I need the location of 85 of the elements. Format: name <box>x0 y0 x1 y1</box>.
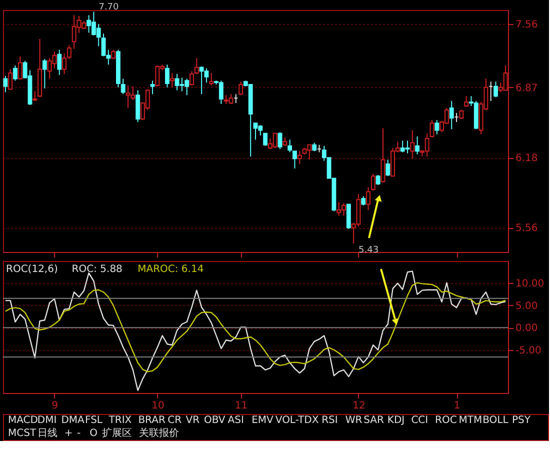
text: 扩展区 <box>102 427 132 439</box>
candlestick <box>190 70 194 86</box>
candlestick <box>380 128 386 184</box>
x-tick-label: 9 <box>52 400 58 412</box>
candlestick <box>464 96 469 108</box>
candlestick <box>361 196 366 206</box>
y-tick-label: 6.18 <box>516 153 538 164</box>
text: EMV <box>252 415 274 426</box>
text: PSY <box>512 415 532 426</box>
text: VR <box>186 415 200 426</box>
text: OBV <box>204 415 226 426</box>
text: MAROC: 6.14 <box>138 264 204 275</box>
candlestick <box>18 56 22 80</box>
candlestick <box>13 65 18 82</box>
text: - <box>77 428 81 439</box>
text: BOLL <box>482 415 509 426</box>
text: ASI <box>228 415 244 426</box>
line-series <box>4 282 506 372</box>
candlestick <box>209 72 214 86</box>
candlestick <box>366 186 370 211</box>
series-label: ROC: 5.88 <box>72 264 122 275</box>
text: MCST <box>8 428 37 439</box>
candlestick <box>386 159 390 177</box>
x-tick-label: 1 <box>454 400 460 412</box>
y-tick-label: 5.00 <box>516 300 538 312</box>
candlestick <box>120 78 126 95</box>
candlestick <box>288 139 292 153</box>
text: DMI <box>37 415 57 426</box>
chart-title: ROC(12,6) <box>6 264 58 275</box>
text: BRAR <box>138 415 166 426</box>
text: MACD <box>8 415 38 426</box>
y-tick-label: 0.00 <box>516 323 538 334</box>
candlestick <box>8 68 13 90</box>
candlestick <box>42 58 47 89</box>
y-tick-label: 5.56 <box>516 223 538 234</box>
candlestick <box>459 109 464 120</box>
candlestick <box>297 150 302 165</box>
candlestick <box>494 81 498 98</box>
candlestick <box>194 58 199 74</box>
text: FSL <box>85 415 103 426</box>
text: MTM <box>458 415 482 426</box>
candlestick <box>292 150 297 169</box>
text: VOL-TDX <box>275 415 319 426</box>
text: WR <box>345 415 362 426</box>
text: RSI <box>322 415 338 426</box>
annotation: 7.70 <box>98 2 120 13</box>
text: 关联报价 <box>139 427 180 439</box>
text: + <box>64 428 73 439</box>
x-tick-label: 10 <box>152 400 164 412</box>
candlestick <box>430 120 434 138</box>
text: ROC <box>435 415 457 426</box>
y-tick-label: 10.00 <box>516 278 544 290</box>
text: SAR <box>364 415 384 426</box>
candlestick <box>410 130 415 160</box>
text: TRIX <box>108 415 132 426</box>
candlestick <box>136 90 140 123</box>
text: DMA <box>61 415 85 426</box>
candlestick <box>449 100 454 130</box>
candlestick <box>111 49 116 60</box>
candlestick <box>3 75 8 93</box>
text: O <box>90 428 98 439</box>
y-tick-label: 6.87 <box>516 82 538 94</box>
candlestick <box>346 204 351 230</box>
candlestick <box>415 136 420 155</box>
y-tick-label: 7.56 <box>516 19 538 30</box>
text: CR <box>168 415 182 426</box>
candlestick <box>62 52 66 74</box>
text: KDJ <box>387 415 405 426</box>
candlestick <box>376 174 380 186</box>
candlestick <box>57 49 62 76</box>
text: 日线 <box>37 427 58 439</box>
candlestick <box>170 72 174 88</box>
x-tick-label: 12 <box>352 400 366 412</box>
candlestick <box>165 64 170 88</box>
candlestick <box>150 80 155 95</box>
candlestick <box>66 44 72 60</box>
candlestick <box>370 173 376 192</box>
candlestick <box>278 132 282 150</box>
x-tick-label: 11 <box>234 400 248 412</box>
candlestick <box>263 132 268 146</box>
candlestick <box>32 90 38 102</box>
y-tick-label: -5.00 <box>516 345 542 356</box>
text: CCI <box>411 415 428 426</box>
candlestick <box>434 120 440 135</box>
candlestick <box>238 81 244 96</box>
